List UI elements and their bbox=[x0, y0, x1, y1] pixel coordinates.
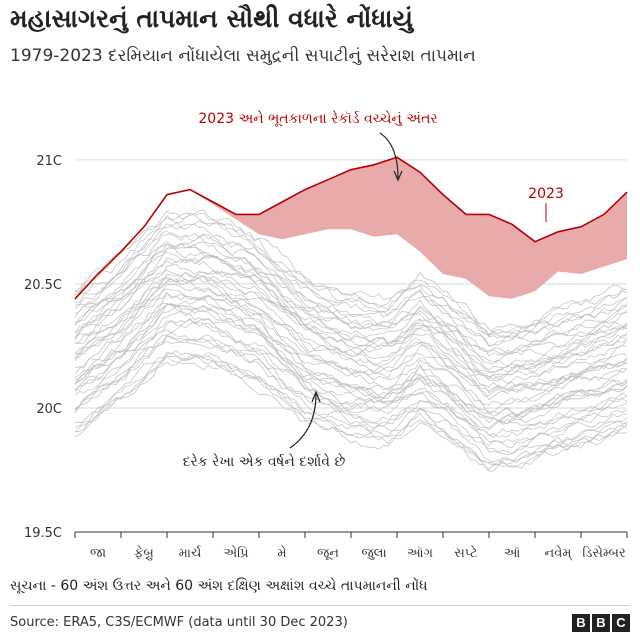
year-line bbox=[74, 244, 628, 370]
x-tick-label: ડિસેમ્બર bbox=[582, 545, 626, 561]
year-line bbox=[74, 310, 628, 429]
logo-letter: B bbox=[592, 614, 610, 632]
logo-letter: C bbox=[612, 614, 630, 632]
year-line bbox=[74, 278, 628, 401]
year-line bbox=[74, 305, 628, 417]
x-tick-label: ઑગ bbox=[407, 545, 433, 561]
line-2023 bbox=[74, 156, 628, 300]
year-line bbox=[74, 213, 628, 336]
annotation-2023: 2023 bbox=[528, 186, 564, 202]
year-line bbox=[74, 271, 628, 380]
year-line bbox=[74, 338, 628, 449]
year-line bbox=[74, 350, 628, 465]
annotation-gap-arrowhead bbox=[393, 170, 403, 182]
year-line bbox=[74, 209, 627, 338]
year-line bbox=[74, 352, 628, 466]
year-lines-1979-2022 bbox=[74, 209, 628, 472]
year-line bbox=[74, 321, 628, 427]
x-tick-label: ફેબ્રુ bbox=[134, 545, 154, 561]
year-line bbox=[74, 303, 628, 425]
footnote: સૂચના - 60 અંશ ઉત્તર અને 60 અંશ દક્ષિણ અ… bbox=[10, 578, 428, 594]
year-line bbox=[74, 234, 628, 356]
year-line bbox=[74, 259, 628, 380]
y-tick-label: 20.5C bbox=[24, 278, 62, 293]
year-line bbox=[74, 335, 628, 456]
page-title: મહાસાગરનું તાપમાન સૌથી વધારે નોંધાયું bbox=[10, 4, 413, 33]
year-line bbox=[74, 275, 628, 394]
year-line bbox=[74, 220, 628, 339]
year-line bbox=[74, 355, 628, 471]
year-line bbox=[74, 354, 628, 466]
year-line bbox=[74, 212, 628, 333]
year-line bbox=[74, 231, 628, 347]
x-tick-label: ઑ bbox=[504, 545, 521, 561]
x-tick-label: જુલા bbox=[361, 546, 386, 561]
footer-divider bbox=[10, 605, 630, 606]
annotation-each-line: દરેક રેખા એક વર્ષને દર્શાવે છે bbox=[183, 453, 346, 470]
x-tick-label: જા bbox=[90, 546, 106, 561]
year-line bbox=[74, 288, 628, 392]
annotation-gap-arrow bbox=[379, 132, 399, 179]
y-tick-label: 20C bbox=[36, 402, 62, 417]
year-line bbox=[74, 241, 628, 357]
y-tick-label: 19.5C bbox=[24, 526, 62, 541]
year-line bbox=[74, 317, 628, 438]
x-tick-label: મે bbox=[277, 545, 286, 561]
year-line bbox=[74, 303, 628, 424]
x-axis-labels: જા ફેબ્રુ માર્ચ એપ્રિ મે જૂન જુલા ઑગ સપ્ટે ઑ નવેમ્… bbox=[90, 545, 626, 561]
annotation-each-line-arrow bbox=[289, 393, 317, 449]
bbc-logo: B B C bbox=[572, 614, 630, 632]
source-text: Source: ERA5, C3S/ECMWF (data until 30 D… bbox=[10, 615, 348, 630]
annotation-gap: 2023 અને ભૂતકાળના રેકૉર્ડ વચ્ચેનું અંતર bbox=[198, 110, 437, 127]
year-line bbox=[74, 355, 628, 472]
y-axis-labels: 19.5C 20C 20.5C 21C bbox=[24, 154, 62, 541]
annotation-each-line-arrowhead bbox=[311, 390, 321, 403]
x-tick-label: સપ્ટે bbox=[454, 545, 478, 561]
year-line bbox=[74, 292, 628, 406]
year-line bbox=[74, 251, 628, 373]
year-line bbox=[74, 297, 628, 418]
gap-area-2023-vs-record bbox=[75, 157, 627, 299]
year-line bbox=[74, 275, 628, 390]
x-tick-label: જૂન bbox=[317, 546, 339, 561]
logo-letter: B bbox=[572, 614, 590, 632]
x-tick-label: નવેમ્ bbox=[545, 545, 573, 561]
year-line bbox=[74, 263, 628, 374]
x-tick-label: માર્ચ bbox=[179, 545, 202, 561]
year-line bbox=[74, 318, 628, 438]
y-tick-label: 21C bbox=[36, 154, 62, 169]
x-tick-label: એપ્રિ bbox=[223, 545, 248, 561]
year-line bbox=[74, 232, 628, 348]
page-subtitle: 1979-2023 દરમિયાન નોંધાયેલા સમુદ્રની સપા… bbox=[10, 46, 476, 66]
x-axis-ticks bbox=[74, 532, 628, 538]
year-line bbox=[74, 223, 628, 337]
